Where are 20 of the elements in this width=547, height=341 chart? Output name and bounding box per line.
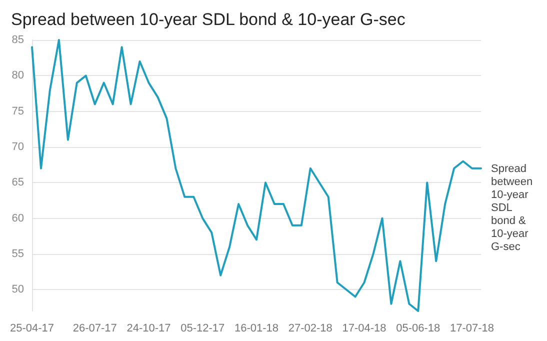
y-tick-label: 50 (12, 284, 24, 296)
x-tick-label: 16-01-18 (234, 322, 279, 334)
x-tick-label: 05-12-17 (180, 322, 225, 334)
x-tick-label: 24-10-17 (126, 322, 171, 334)
x-tick-label: 05-06-18 (396, 322, 440, 334)
y-tick-label: 85 (12, 34, 24, 46)
y-tick-label: 80 (12, 70, 24, 82)
x-tick-label: 17-07-18 (450, 322, 494, 334)
line-series (31, 39, 482, 312)
y-tick-label: 55 (12, 248, 24, 260)
x-tick-label: 25-04-17 (10, 322, 54, 334)
y-tick-label: 75 (12, 105, 24, 118)
y-tick-label: 60 (12, 212, 24, 224)
y-tick-label: 65 (12, 176, 24, 189)
x-tick-label: 27-02-18 (288, 322, 332, 334)
x-tick-label: 26-07-17 (72, 322, 117, 334)
series-label: Spread between 10-year SDL bond & 10-year G-sec (491, 162, 536, 253)
y-tick-label: 70 (12, 140, 24, 153)
x-tick-label: 17-04-18 (342, 322, 386, 334)
chart-title: Spread between 10-year SDL bond & 10-year G-sec (11, 10, 406, 29)
